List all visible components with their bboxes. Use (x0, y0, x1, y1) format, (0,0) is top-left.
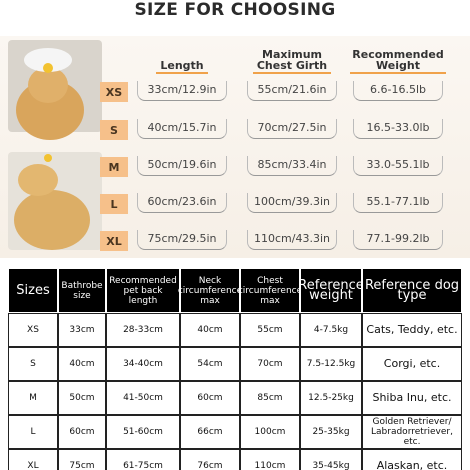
table-header: Neck circumference max (178, 268, 242, 313)
size-value: 110cm/43.3in (247, 230, 337, 250)
table-header: Bathrobe size (58, 268, 106, 313)
column-header: Maximum Chest Girth (253, 48, 331, 74)
size-value: 60cm/23.6in (137, 193, 227, 213)
size-value: 70cm/27.5in (247, 119, 337, 139)
table-header: Recommended pet back length (106, 268, 180, 313)
table-cell: 66cm (180, 415, 240, 449)
size-value: 50cm/19.6in (137, 156, 227, 176)
table-header: Sizes (8, 268, 58, 313)
table-cell: 70cm (240, 347, 300, 381)
duck-toy (43, 63, 53, 73)
size-value: 75cm/29.5in (137, 230, 227, 250)
size-value: 55cm/21.6in (247, 81, 337, 101)
size-badge: L (100, 194, 128, 214)
size-value: 16.5-33.0lb (353, 119, 443, 139)
table-cell: Golden Retriever/ Labradorretriever, etc… (362, 415, 462, 449)
table-cell: 33cm (58, 313, 106, 347)
table-cell: XL (8, 449, 58, 470)
size-badge: S (100, 120, 128, 140)
size-value: 85cm/33.4in (247, 156, 337, 176)
table-cell: XS (8, 313, 58, 347)
table-cell: 54cm (180, 347, 240, 381)
dog-head (28, 67, 68, 103)
size-value: 55.1-77.1lb (353, 193, 443, 213)
table-cell: 51-60cm (106, 415, 180, 449)
page-title: SIZE FOR CHOOSING (134, 0, 336, 20)
table-cell: 34-40cm (106, 347, 180, 381)
size-badge: XS (100, 82, 128, 102)
table-cell: 28-33cm (106, 313, 180, 347)
table-cell: Corgi, etc. (362, 347, 462, 381)
size-badge: XL (100, 231, 128, 251)
dog-photos (8, 40, 102, 250)
dog-head (18, 164, 58, 196)
table-cell: 75cm (58, 449, 106, 470)
table-cell: 7.5-12.5kg (300, 347, 362, 381)
table-cell: 41-50cm (106, 381, 180, 415)
table-cell: M (8, 381, 58, 415)
duck-toy (44, 154, 52, 162)
table-cell: Alaskan, etc. (362, 449, 462, 470)
table-header: Chest circumference max (238, 268, 302, 313)
table-cell: Shiba Inu, etc. (362, 381, 462, 415)
table-header: Reference dog type (362, 268, 462, 313)
dog-hat (24, 48, 72, 72)
table-cell: 61-75cm (106, 449, 180, 470)
size-value: 40cm/15.7in (137, 119, 227, 139)
column-header: Recommended Weight (350, 48, 446, 74)
dog-body (14, 190, 90, 250)
table-cell: 40cm (58, 347, 106, 381)
table-cell: 12.5-25kg (300, 381, 362, 415)
table-cell: 55cm (240, 313, 300, 347)
table-cell: L (8, 415, 58, 449)
column-header: Length (156, 48, 208, 74)
table-cell: 60cm (58, 415, 106, 449)
table-cell: 76cm (180, 449, 240, 470)
table-cell: 4-7.5kg (300, 313, 362, 347)
size-value: 77.1-99.2lb (353, 230, 443, 250)
table-cell: 100cm (240, 415, 300, 449)
table-cell: 35-45kg (300, 449, 362, 470)
table-cell: Cats, Teddy, etc. (362, 313, 462, 347)
table-cell: 40cm (180, 313, 240, 347)
table-cell: 60cm (180, 381, 240, 415)
size-value: 6.6-16.5lb (353, 81, 443, 101)
table-cell: 25-35kg (300, 415, 362, 449)
size-value: 100cm/39.3in (247, 193, 337, 213)
table-cell: 50cm (58, 381, 106, 415)
table-cell: S (8, 347, 58, 381)
table-cell: 85cm (240, 381, 300, 415)
size-value: 33.0-55.1lb (353, 156, 443, 176)
size-badge: M (100, 157, 128, 177)
size-value: 33cm/12.9in (137, 81, 227, 101)
table-header: Reference weight (298, 268, 364, 313)
table-cell: 110cm (240, 449, 300, 470)
